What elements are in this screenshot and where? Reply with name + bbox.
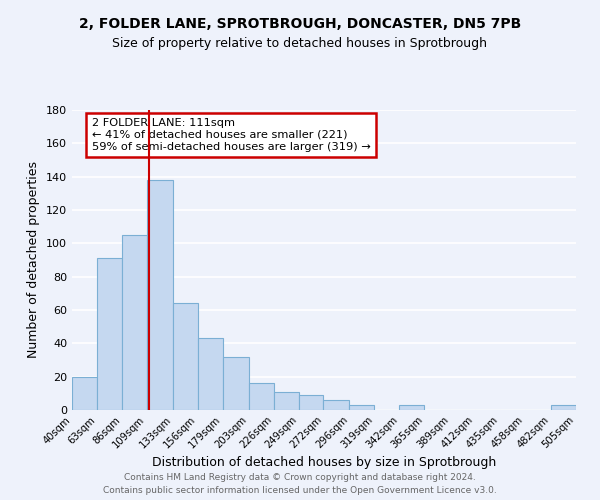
Text: Size of property relative to detached houses in Sprotbrough: Size of property relative to detached ho… [113,38,487,51]
Bar [248,384,274,410]
Y-axis label: Number of detached properties: Number of detached properties [28,162,40,358]
Bar [323,400,349,410]
Bar [349,405,374,410]
Bar [274,392,299,410]
Bar [400,405,424,410]
Text: 2 FOLDER LANE: 111sqm
← 41% of detached houses are smaller (221)
59% of semi-det: 2 FOLDER LANE: 111sqm ← 41% of detached … [92,118,370,152]
Bar [97,258,122,410]
Bar [223,356,248,410]
Bar [122,235,147,410]
Bar [299,395,323,410]
Text: Contains HM Land Registry data © Crown copyright and database right 2024.: Contains HM Land Registry data © Crown c… [124,472,476,482]
Bar [198,338,223,410]
Bar [551,405,576,410]
X-axis label: Distribution of detached houses by size in Sprotbrough: Distribution of detached houses by size … [152,456,496,469]
Bar [173,304,198,410]
Bar [72,376,97,410]
Text: 2, FOLDER LANE, SPROTBROUGH, DONCASTER, DN5 7PB: 2, FOLDER LANE, SPROTBROUGH, DONCASTER, … [79,18,521,32]
Bar [147,180,173,410]
Text: Contains public sector information licensed under the Open Government Licence v3: Contains public sector information licen… [103,486,497,495]
